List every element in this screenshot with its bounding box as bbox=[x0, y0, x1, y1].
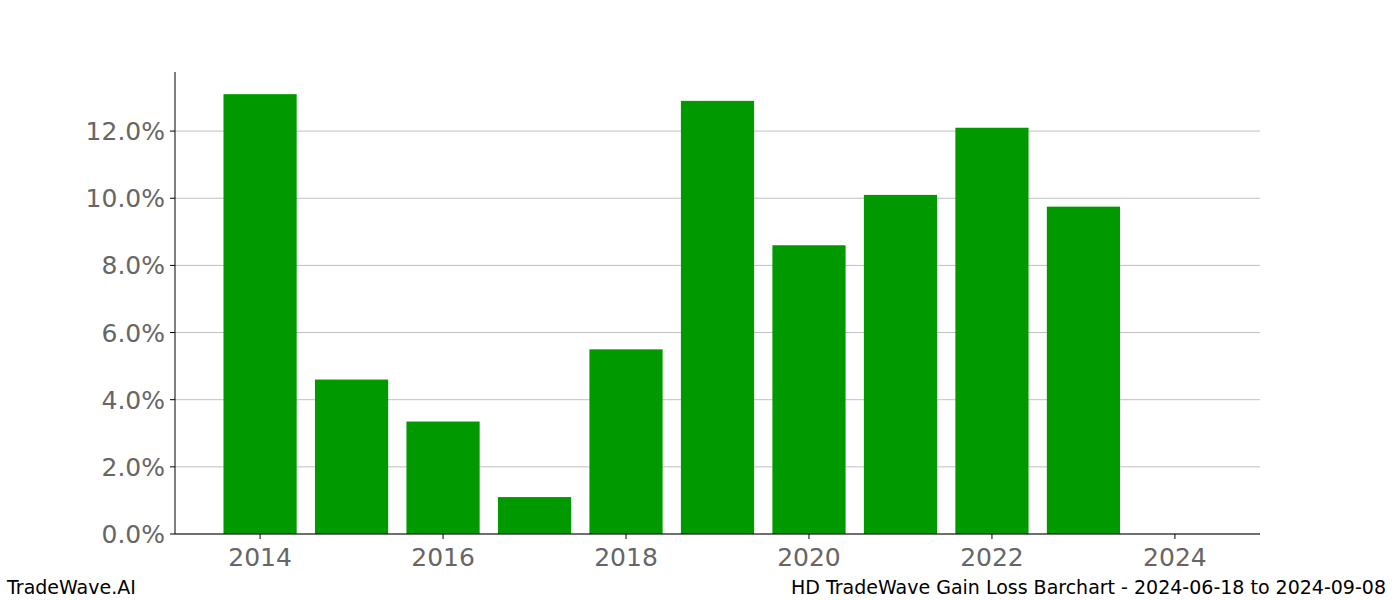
bar bbox=[315, 380, 388, 534]
bar bbox=[223, 94, 296, 534]
y-tick-label: 2.0% bbox=[101, 453, 165, 482]
y-tick-label: 10.0% bbox=[86, 184, 165, 213]
y-tick bbox=[170, 399, 175, 400]
bar bbox=[772, 245, 845, 534]
x-tick bbox=[260, 534, 261, 539]
x-tick-label: 2022 bbox=[960, 543, 1024, 572]
x-tick-label: 2016 bbox=[411, 543, 475, 572]
y-tick-label: 8.0% bbox=[101, 251, 165, 280]
y-axis bbox=[175, 72, 176, 534]
y-tick-label: 6.0% bbox=[101, 319, 165, 348]
y-tick bbox=[170, 332, 175, 333]
x-tick bbox=[1174, 534, 1175, 539]
x-tick-label: 2024 bbox=[1143, 543, 1207, 572]
x-tick bbox=[443, 534, 444, 539]
bar bbox=[589, 349, 662, 534]
x-tick bbox=[991, 534, 992, 539]
y-tick-label: 0.0% bbox=[101, 520, 165, 549]
x-tick-label: 2014 bbox=[228, 543, 292, 572]
y-tick bbox=[170, 265, 175, 266]
x-tick-label: 2018 bbox=[594, 543, 658, 572]
y-tick bbox=[170, 466, 175, 467]
x-axis bbox=[175, 534, 1260, 535]
source: TradeWave.AI bbox=[6, 576, 136, 598]
y-tick bbox=[170, 131, 175, 132]
x-tick bbox=[626, 534, 627, 539]
bar bbox=[955, 128, 1028, 534]
bar bbox=[406, 422, 479, 534]
grid-line bbox=[175, 534, 1260, 535]
title: HD TradeWave Gain Loss Barchart - 2024-0… bbox=[791, 576, 1386, 598]
bar bbox=[681, 101, 754, 534]
bar bbox=[864, 195, 937, 534]
y-tick bbox=[170, 198, 175, 199]
bar bbox=[1047, 207, 1120, 534]
chart: 0.0% 2.0% 4.0% 6.0% 8.0% 10.0% 12.0% 2014 2016 20… bbox=[0, 0, 1400, 600]
x-tick-label: 2020 bbox=[777, 543, 841, 572]
x-tick bbox=[808, 534, 809, 539]
bar bbox=[498, 497, 571, 534]
y-tick-label: 12.0% bbox=[86, 117, 165, 146]
y-tick-label: 4.0% bbox=[101, 386, 165, 415]
y-tick bbox=[170, 534, 175, 535]
